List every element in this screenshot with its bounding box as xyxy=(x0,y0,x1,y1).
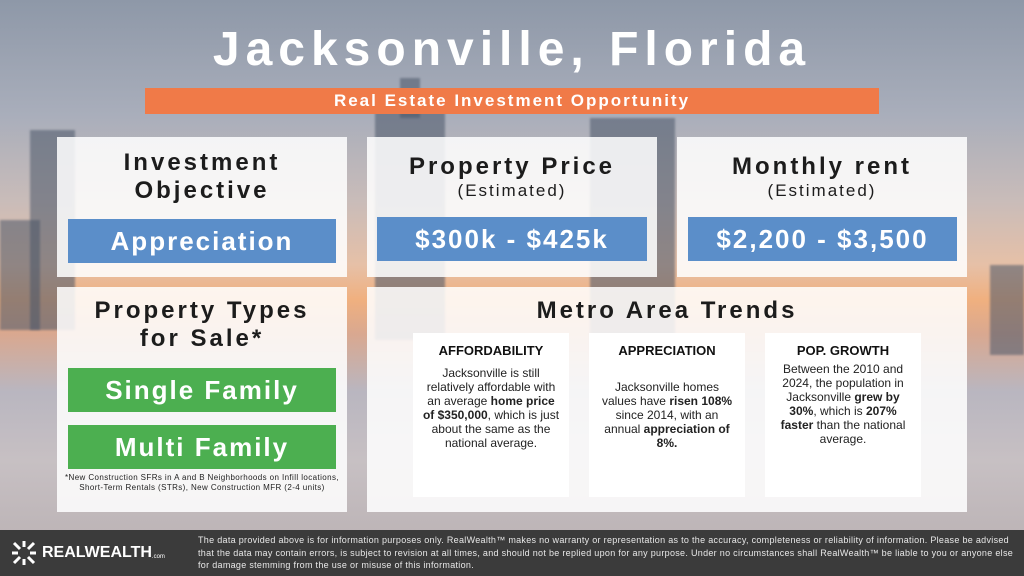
investment-objective-panel: Investment Objective Appreciation xyxy=(57,137,347,277)
price-sub: (Estimated) xyxy=(457,181,567,200)
trend-card-affordability: AFFORDABILITY Jacksonville is still rela… xyxy=(413,333,569,497)
type-single-family: Single Family xyxy=(68,368,336,412)
objective-value: Appreciation xyxy=(68,219,336,263)
page-title: Jacksonville, Florida xyxy=(212,23,812,76)
price-heading: Property Price xyxy=(408,153,616,180)
rent-heading: Monthly rent xyxy=(732,153,912,180)
objective-heading-1: Investment xyxy=(123,149,281,176)
types-footnote: *New Construction SFRs in A and B Neighb… xyxy=(65,473,340,492)
trend-card-pop-growth: POP. GROWTH Between the 2010 and 2024, t… xyxy=(765,333,921,497)
rent-sub: (Estimated) xyxy=(767,181,877,200)
rent-value: $2,200 - $3,500 xyxy=(688,217,957,261)
price-value: $300k - $425k xyxy=(377,217,647,261)
body-text: , which is xyxy=(813,404,866,418)
body-text: , which is just about the same as the na… xyxy=(431,408,560,450)
card-title: POP. GROWTH xyxy=(796,343,890,358)
disclaimer: The data provided above is for informati… xyxy=(198,535,1014,570)
body-text: Jacksonville homes values have xyxy=(601,380,720,408)
highlight-text: risen 108% xyxy=(669,394,733,408)
body-text: since 2014, with an annual xyxy=(604,408,719,436)
realwealth-logo-icon xyxy=(12,541,36,565)
highlight-text: grew by 30% xyxy=(789,390,900,418)
card-title: APPRECIATION xyxy=(618,343,716,358)
property-price-panel: Property Price (Estimated) $300k - $425k xyxy=(367,137,657,277)
type-multi-family: Multi Family xyxy=(68,425,336,469)
card-body: Jacksonville homes values have risen 108… xyxy=(597,380,737,450)
types-heading-2: for Sale* xyxy=(139,325,265,352)
footer: REALWEALTH .com The data provided above … xyxy=(0,530,1024,576)
objective-heading-2: Objective xyxy=(134,177,270,204)
logo-text: REALWEALTH xyxy=(42,544,152,561)
types-heading-1: Property Types xyxy=(94,297,310,324)
logo-suffix: .com xyxy=(151,554,165,560)
highlight-text: appreciation of 8%. xyxy=(643,422,730,450)
realwealth-logo: REALWEALTH .com xyxy=(10,539,165,567)
card-body: Jacksonville is still relatively afforda… xyxy=(421,366,561,450)
trend-card-appreciation: APPRECIATION Jacksonville homes values h… xyxy=(589,333,745,497)
body-text: Between the 2010 and 2024, the populatio… xyxy=(782,362,904,404)
metro-trends-panel: Metro Area Trends AFFORDABILITY Jacksonv… xyxy=(367,287,967,512)
property-types-panel: Property Types for Sale* Single Family M… xyxy=(57,287,347,512)
body-text: Jacksonville is still relatively afforda… xyxy=(426,366,556,408)
monthly-rent-panel: Monthly rent (Estimated) $2,200 - $3,500 xyxy=(677,137,967,277)
card-title: AFFORDABILITY xyxy=(438,343,544,358)
trends-heading: Metro Area Trends xyxy=(536,297,798,324)
body-text: than the national average. xyxy=(813,418,906,446)
highlight-text: 207% faster xyxy=(780,404,897,432)
subtitle-banner: Real Estate Investment Opportunity xyxy=(145,88,879,114)
highlight-text: home price of $350,000 xyxy=(422,394,555,422)
card-body: Between the 2010 and 2024, the populatio… xyxy=(773,362,913,446)
